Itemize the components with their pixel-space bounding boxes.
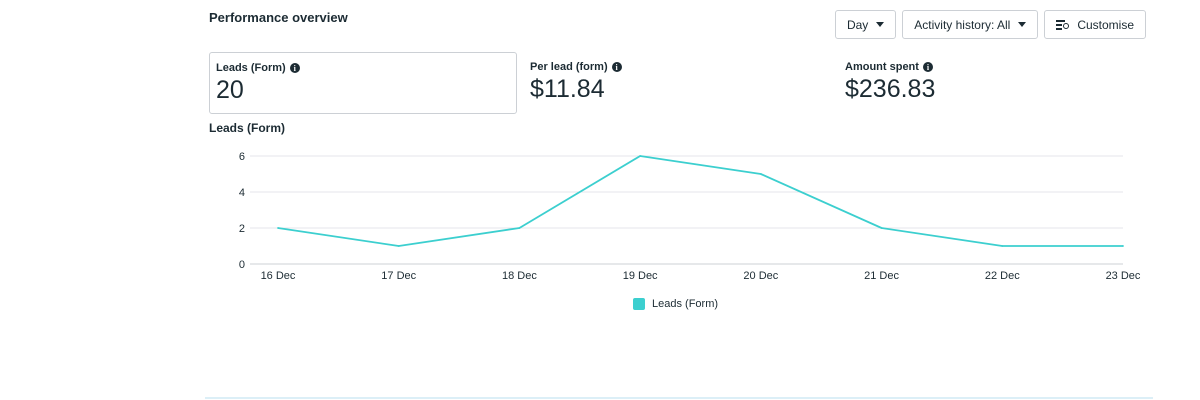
- divider: [205, 397, 1153, 399]
- section-title: Performance overview: [209, 10, 348, 25]
- metric-card-leads[interactable]: Leads (Form) i 20: [209, 52, 517, 114]
- x-tick-label: 21 Dec: [864, 270, 899, 282]
- day-dropdown[interactable]: Day: [834, 10, 897, 39]
- x-tick-label: 22 Dec: [985, 270, 1020, 282]
- day-dropdown-label: Day: [846, 17, 869, 32]
- data-point[interactable]: [277, 227, 279, 229]
- y-tick-label: 6: [239, 151, 245, 163]
- metric-value: 20: [216, 76, 244, 104]
- x-tick-label: 20 Dec: [743, 270, 778, 282]
- metric-label-row: Leads (Form) i: [216, 62, 510, 74]
- caret-down-icon: [876, 22, 885, 27]
- metric-label: Leads (Form): [216, 62, 286, 74]
- y-tick-label: 0: [239, 259, 245, 271]
- caret-down-icon: [1018, 22, 1027, 27]
- data-point[interactable]: [1001, 245, 1004, 247]
- info-icon[interactable]: i: [922, 62, 933, 72]
- series-line-leads: [277, 155, 1123, 247]
- data-point[interactable]: [1122, 245, 1124, 247]
- y-tick-label: 2: [239, 223, 245, 235]
- data-point[interactable]: [759, 173, 762, 175]
- x-tick-label: 23 Dec: [1106, 270, 1141, 282]
- metric-value: $11.84: [530, 75, 605, 103]
- data-point[interactable]: [639, 155, 642, 157]
- x-tick-label: 16 Dec: [261, 270, 296, 282]
- chart-legend[interactable]: Leads (Form): [633, 298, 718, 310]
- toolbar: Day Activity history: All Customise: [834, 10, 1146, 39]
- metric-card-amount-spent[interactable]: Amount spent i $236.83: [839, 52, 1139, 114]
- legend-label: Leads (Form): [652, 298, 719, 310]
- data-point[interactable]: [397, 245, 400, 247]
- info-icon[interactable]: i: [289, 63, 300, 73]
- metric-label-row: Amount spent i: [845, 61, 1133, 73]
- customise-icon: [1056, 19, 1070, 30]
- legend-swatch-icon: [633, 298, 645, 310]
- data-point[interactable]: [518, 227, 521, 229]
- activity-history-label: Activity history: All: [914, 17, 1011, 32]
- chart-title: Leads (Form): [209, 121, 286, 135]
- metric-value: $236.83: [845, 75, 936, 103]
- data-point[interactable]: [880, 227, 883, 229]
- y-tick-label: 4: [239, 187, 245, 199]
- customise-button[interactable]: Customise: [1044, 10, 1146, 39]
- metric-card-per-lead[interactable]: Per lead (form) i $11.84: [524, 52, 824, 114]
- metric-label: Per lead (form): [530, 61, 608, 73]
- metric-label-row: Per lead (form) i: [530, 61, 818, 73]
- x-tick-label: 18 Dec: [502, 270, 537, 282]
- activity-history-dropdown[interactable]: Activity history: All: [902, 10, 1039, 39]
- x-tick-label: 17 Dec: [381, 270, 416, 282]
- x-tick-label: 19 Dec: [623, 270, 658, 282]
- customise-label: Customise: [1077, 17, 1134, 32]
- info-icon[interactable]: i: [611, 62, 622, 72]
- metric-label: Amount spent: [845, 61, 919, 73]
